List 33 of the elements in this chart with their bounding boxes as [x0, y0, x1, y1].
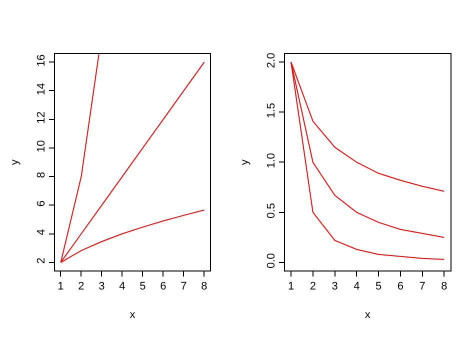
x-tick-label: 3 [332, 280, 338, 293]
x-tick-label: 4 [354, 280, 360, 293]
x-tick-label: 6 [397, 280, 404, 293]
y-tick-label: 0.5 [265, 203, 278, 218]
x-tick-label: 6 [160, 280, 166, 293]
x-tick-label: 1 [288, 280, 294, 293]
x-tick-label: 2 [310, 280, 316, 293]
x-tick-label: 8 [201, 280, 208, 293]
x-tick-label: 4 [119, 280, 126, 293]
y-tick-label: 12 [36, 112, 48, 124]
x-tick-label: 8 [441, 280, 448, 293]
y-axis-title: y [9, 158, 22, 165]
x-tick-label: 7 [180, 280, 187, 293]
x-tick-label: 1 [58, 280, 64, 293]
y-tick-label: 1.5 [265, 102, 278, 118]
x-tick-label: 5 [375, 280, 382, 293]
x-axis-title: x [130, 308, 136, 321]
y-tick-label: 2.0 [265, 52, 278, 68]
x-tick-label: 5 [140, 280, 146, 293]
y-axis-title: y [239, 158, 252, 165]
y-tick-label: 2 [36, 258, 48, 264]
x-tick-label: 3 [98, 280, 105, 293]
y-tick-label: 6 [36, 200, 48, 207]
x-axis-title: x [364, 308, 371, 321]
y-tick-label: 10 [36, 140, 48, 152]
y-tick-label: 8 [36, 172, 48, 178]
y-tick-label: 4 [36, 229, 48, 236]
y-tick-label: 0.0 [265, 253, 278, 268]
y-tick-label: 1.0 [265, 152, 278, 168]
x-tick-label: 2 [78, 280, 84, 293]
x-tick-label: 7 [419, 280, 426, 293]
y-tick-label: 14 [36, 82, 48, 96]
y-tick-label: 16 [36, 54, 48, 67]
